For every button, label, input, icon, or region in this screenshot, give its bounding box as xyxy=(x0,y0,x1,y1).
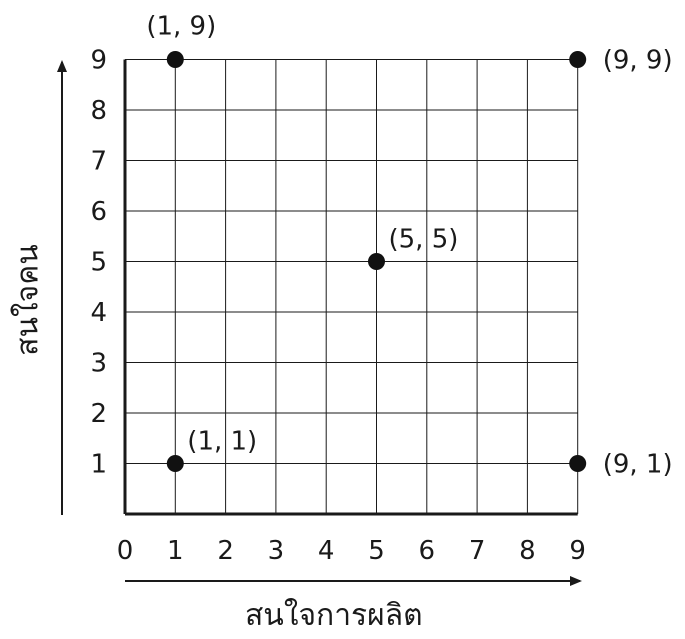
x-tick-label: 3 xyxy=(268,536,285,566)
axis-lines xyxy=(123,59,578,516)
y-tick-label: 1 xyxy=(90,450,107,480)
data-point xyxy=(569,51,587,68)
grid-lines xyxy=(125,59,579,514)
y-tick-label: 5 xyxy=(90,248,107,278)
x-tick-label: 6 xyxy=(419,536,436,566)
points-layer: (1, 9) (9, 9) (5, 5) (1, 1) (9, 1) xyxy=(146,12,672,480)
x-tick-label: 0 xyxy=(117,536,134,566)
x-tick-label: 8 xyxy=(519,536,536,566)
y-tick-label: 6 xyxy=(90,197,107,227)
y-tick-label: 8 xyxy=(90,96,107,126)
x-tick-label: 5 xyxy=(368,536,385,566)
y-tick-label: 7 xyxy=(90,147,107,177)
x-tick-label: 4 xyxy=(318,536,335,566)
x-tick-label: 7 xyxy=(469,536,486,566)
data-point xyxy=(569,455,587,472)
x-tick-label: 2 xyxy=(217,536,234,566)
x-tick-label: 1 xyxy=(167,536,184,566)
y-axis-title: สนใจคน xyxy=(10,244,46,356)
data-point-label: (1, 9) xyxy=(146,12,216,42)
data-point xyxy=(166,51,184,68)
data-point-label: (9, 1) xyxy=(603,450,673,480)
data-point xyxy=(368,253,385,270)
data-point-label: (9, 9) xyxy=(603,46,673,76)
y-tick-label: 3 xyxy=(90,349,107,379)
data-point xyxy=(166,455,184,472)
y-tick-label: 4 xyxy=(90,298,107,328)
y-tick-label: 9 xyxy=(90,46,107,76)
data-point-label: (5, 5) xyxy=(389,225,459,255)
x-axis-title: สนใจการผลิต xyxy=(245,598,423,633)
y-tick-label: 2 xyxy=(90,399,107,429)
tick-labels: 0 1 2 3 4 5 6 7 8 9 1 2 3 4 5 6 7 8 9 xyxy=(90,46,586,567)
data-point-label: (1, 1) xyxy=(187,427,257,457)
x-tick-label: 9 xyxy=(569,536,586,566)
